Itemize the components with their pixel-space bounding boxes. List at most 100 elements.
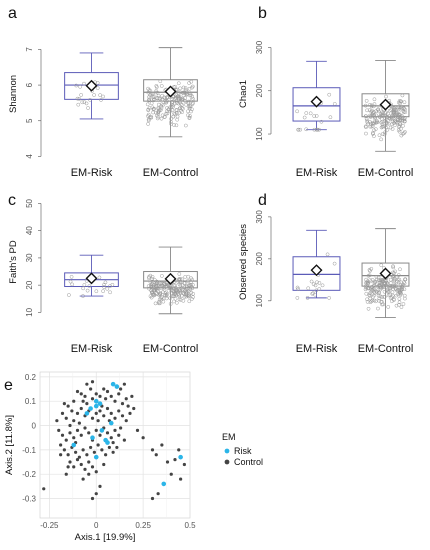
data-point [159, 116, 164, 121]
data-point [155, 116, 160, 121]
scatter-point-control [94, 492, 98, 496]
y-tick-label: -0.1 [22, 446, 36, 455]
scatter-point-control [98, 433, 102, 437]
scatter-point-control [70, 409, 74, 413]
data-point [309, 279, 314, 284]
scatter-point-control [83, 426, 87, 430]
scatter-point-control [79, 392, 83, 396]
y-tick-label: 5 [25, 118, 34, 123]
data-point [401, 302, 406, 306]
data-point [150, 290, 154, 295]
data-point [382, 295, 386, 299]
y-tick-label: 0.2 [25, 373, 37, 382]
scatter-point-control [85, 382, 89, 386]
category-label: EM-Control [358, 343, 414, 355]
data-point [188, 104, 193, 109]
data-point [391, 270, 395, 275]
data-point [396, 292, 400, 297]
data-point [183, 123, 188, 128]
data-point [399, 305, 404, 309]
data-point [160, 281, 165, 286]
data-point [384, 125, 389, 130]
data-point [80, 100, 85, 105]
data-point [389, 116, 394, 121]
data-point [187, 286, 192, 291]
data-point [153, 301, 158, 306]
data-point [152, 106, 156, 111]
data-point [396, 114, 400, 118]
data-point [364, 116, 369, 121]
y-tick-label: -0.2 [22, 470, 36, 479]
data-point [189, 282, 193, 287]
data-point [75, 96, 80, 101]
data-point [189, 297, 194, 301]
data-point [186, 279, 190, 283]
data-point [179, 102, 183, 106]
data-point [378, 294, 383, 299]
data-point [368, 124, 373, 129]
data-point [155, 90, 160, 95]
chart-observed-species: 100 200 300 Observed species EM-Risk EM-Contr… [238, 210, 413, 355]
data-point [190, 102, 195, 106]
data-point [376, 107, 381, 112]
scatter-point-risk [108, 420, 114, 426]
data-point [372, 128, 376, 133]
data-point [398, 267, 402, 272]
data-point [372, 102, 377, 106]
data-point [164, 281, 169, 285]
data-point [304, 127, 309, 132]
legend: EM Risk Control [222, 432, 263, 467]
data-point [149, 295, 154, 300]
data-point [365, 282, 370, 286]
data-point [392, 106, 397, 111]
data-point [188, 93, 193, 98]
data-point [388, 277, 393, 282]
data-point [374, 113, 379, 118]
scatter-point-control [135, 428, 140, 432]
data-point [172, 294, 177, 299]
scatter-point-risk [99, 428, 105, 433]
data-point [391, 297, 396, 301]
scatter-point-control [94, 470, 98, 474]
data-point [176, 94, 180, 99]
data-point [369, 289, 374, 294]
data-point [177, 106, 182, 111]
scatter-point-control [83, 467, 87, 471]
box-em-control [361, 262, 410, 287]
scatter-point-control [75, 458, 80, 462]
y-tick-label: 20 [25, 280, 34, 289]
data-point [399, 287, 404, 292]
data-point [379, 299, 384, 304]
data-point [395, 288, 400, 293]
data-point [149, 285, 154, 290]
data-point [155, 286, 159, 291]
data-point [372, 97, 377, 102]
data-point [368, 293, 372, 298]
data-point [377, 114, 382, 119]
data-point [186, 294, 191, 299]
y-tick-label: 0 [32, 422, 37, 431]
data-point [389, 108, 394, 112]
scatter-point-control [119, 387, 123, 391]
scatter-point-control [64, 472, 68, 476]
data-point [189, 79, 194, 84]
scatter-point-risk [93, 398, 99, 404]
data-point [70, 282, 74, 287]
scatter-point-control [117, 392, 121, 396]
data-point [105, 286, 110, 291]
data-point [178, 280, 183, 284]
data-point [176, 280, 181, 284]
data-point [399, 99, 404, 104]
data-point [313, 283, 318, 288]
data-point [149, 115, 154, 119]
data-point [403, 277, 408, 281]
data-point [145, 102, 150, 107]
data-point [82, 283, 87, 287]
data-point [380, 132, 385, 136]
y-tick-label: 50 [25, 198, 34, 207]
data-point [381, 114, 386, 118]
scatter-point-control [111, 440, 115, 445]
data-point [317, 127, 321, 132]
box-em-risk [292, 87, 341, 122]
data-point [398, 122, 403, 126]
